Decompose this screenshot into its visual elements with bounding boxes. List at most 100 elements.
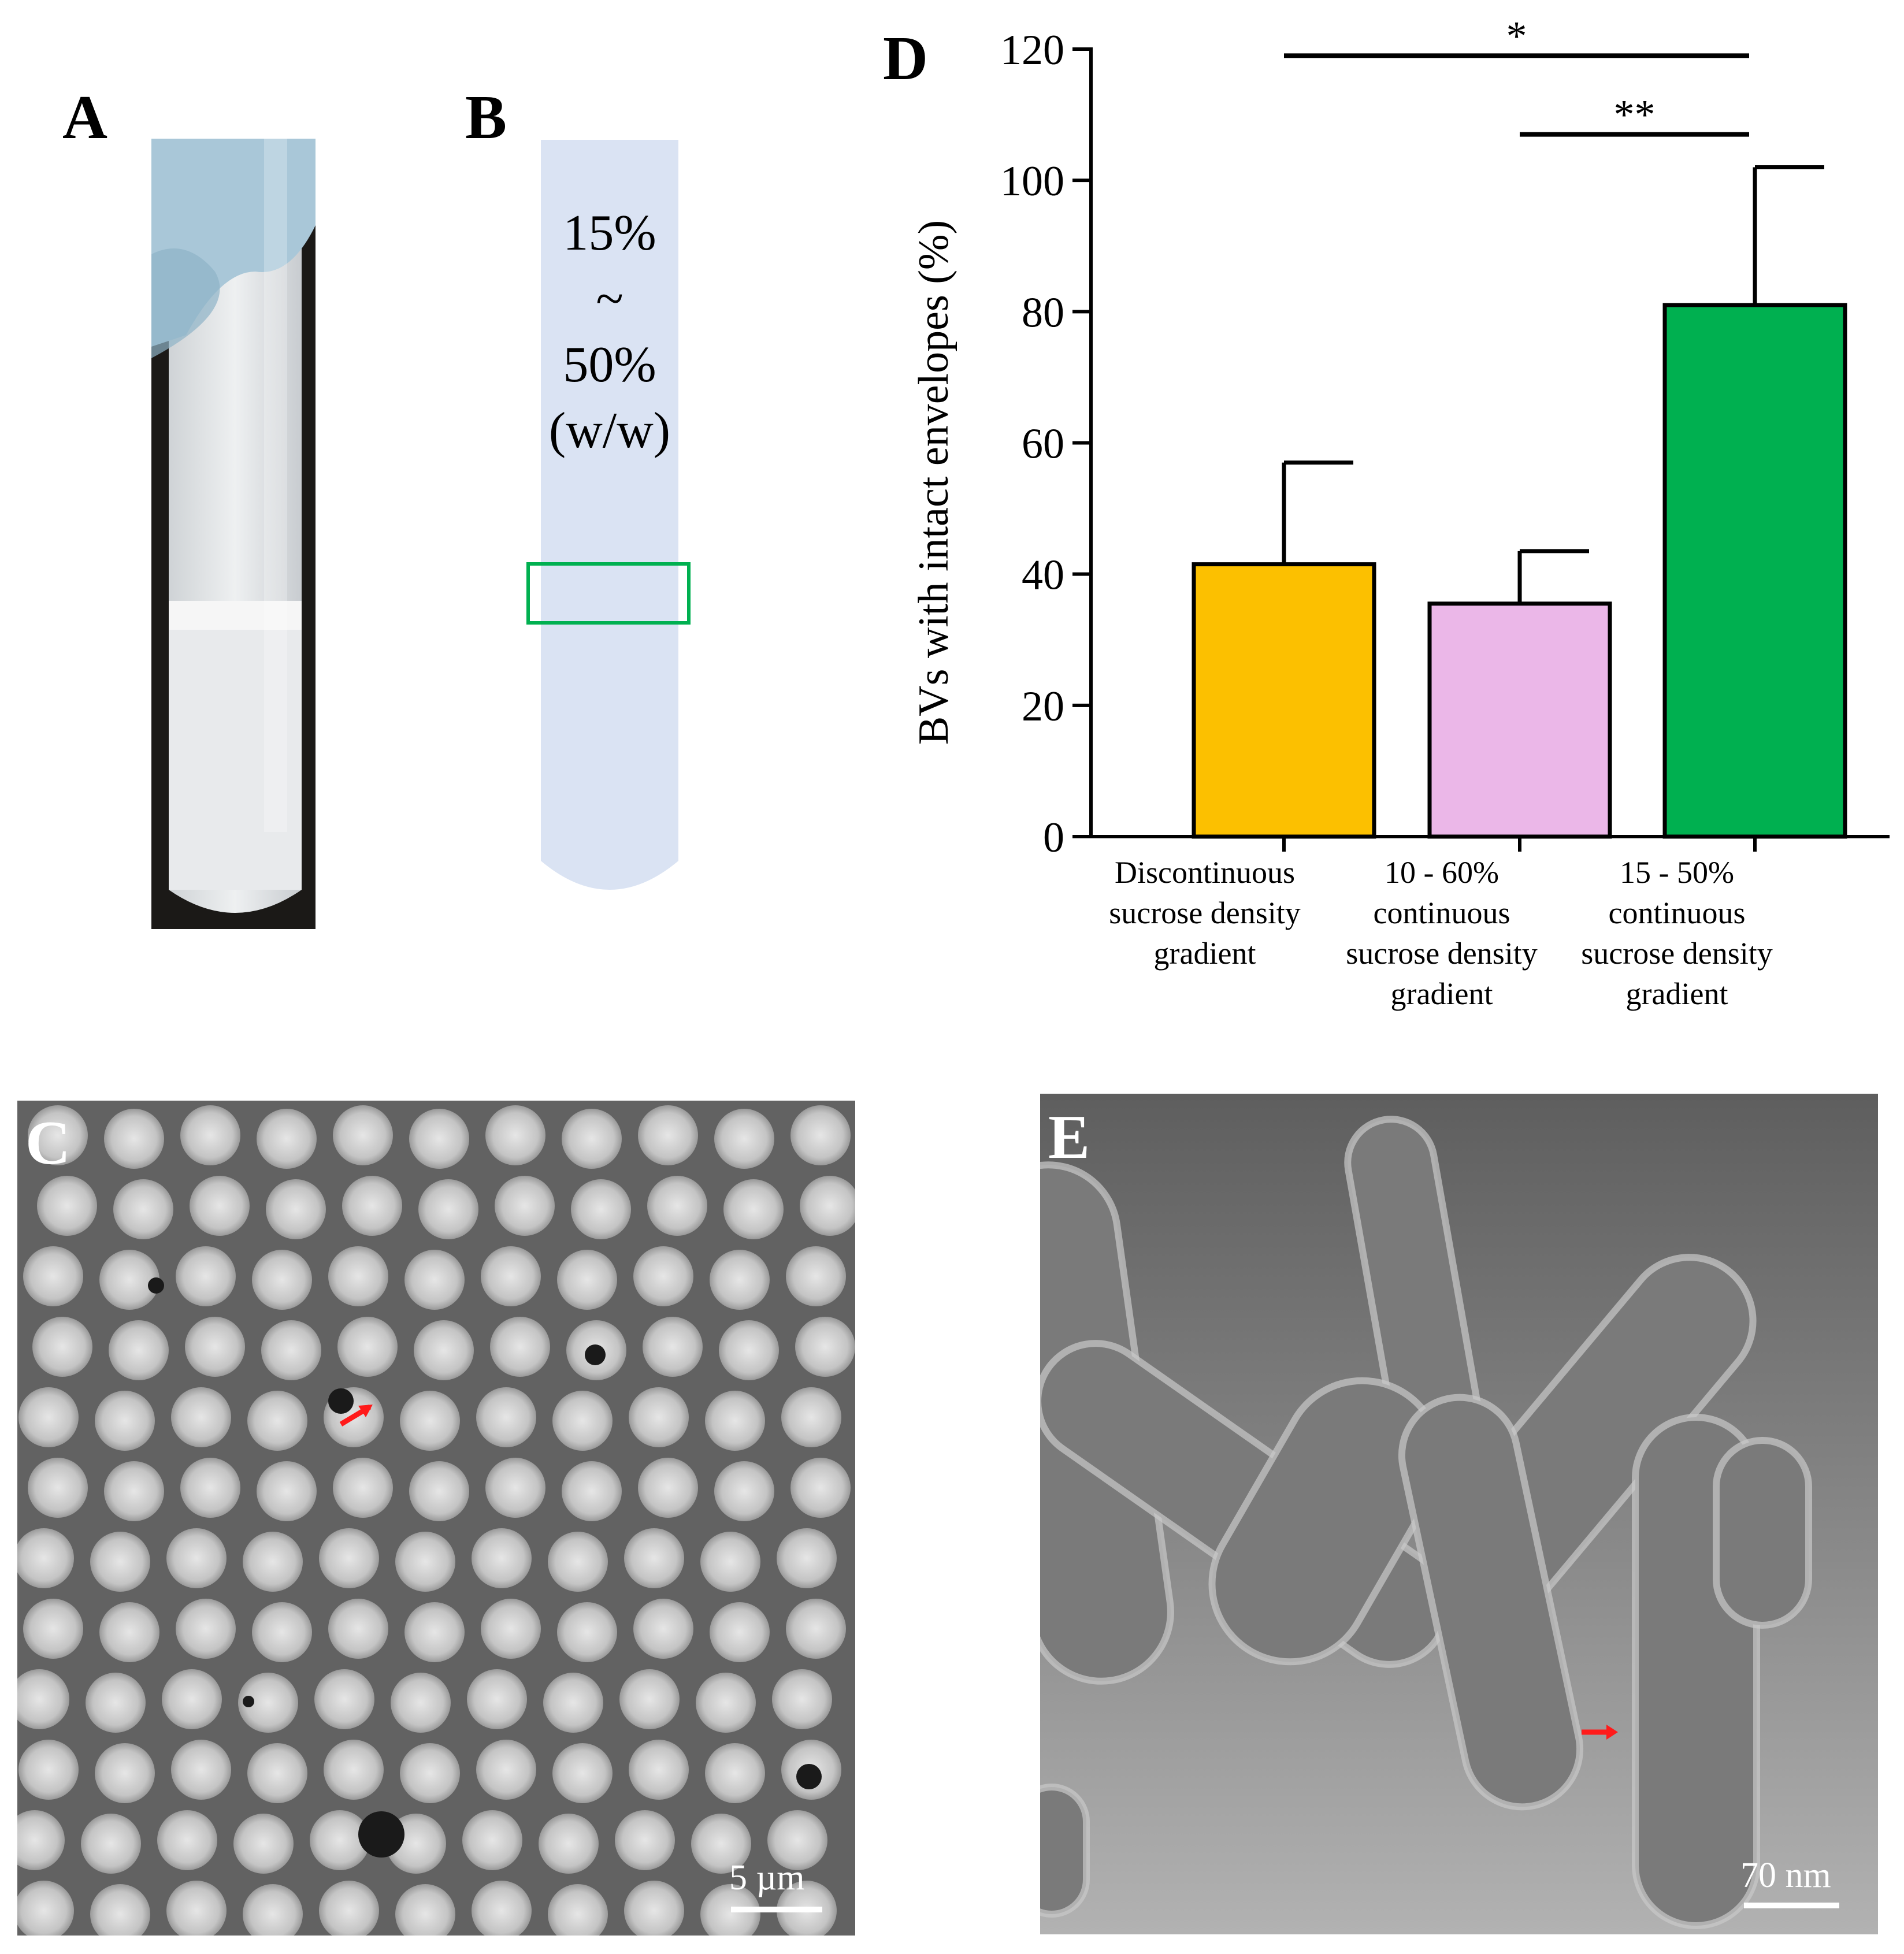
grid-hole [310,1810,370,1870]
grid-hole [86,1673,146,1733]
significance-label-1: * [1506,13,1527,59]
panel-e-micrograph: 70 nm E [1040,1094,1878,1934]
grid-hole [485,1105,545,1165]
grid-hole [633,1599,693,1659]
grid-hole [113,1179,173,1239]
grid-hole [786,1599,846,1659]
x-tick-label-discontinuous: Discontinuous sucrose density gradient [1083,852,1326,974]
grid-hole [404,1602,465,1662]
y-tick-label-20: 20 [1022,683,1064,730]
grid-hole [462,1810,522,1870]
category-3-line-4: gradient [1625,976,1728,1011]
panel-d-letter: D [883,24,928,93]
grid-hole [395,1884,455,1936]
category-1-line-2: sucrose density [1109,896,1301,930]
grid-hole [319,1528,379,1588]
grid-hole [557,1602,617,1662]
grid-hole [99,1250,159,1310]
grid-hole [32,1317,92,1377]
grid-hole [795,1317,855,1377]
y-tick-label-120: 120 [1000,27,1064,74]
grid-hole [252,1602,312,1662]
grid-hole [647,1176,707,1236]
grid-hole [705,1743,765,1803]
grid-hole [257,1461,317,1521]
grid-hole [104,1461,164,1521]
grid-hole [90,1884,150,1936]
grid-hole [723,1179,784,1239]
category-3-line-2: continuous [1608,896,1746,930]
grid-hole [328,1246,388,1306]
grid-hole [176,1599,236,1659]
y-tick-label-40: 40 [1022,552,1064,599]
grid-hole [714,1461,774,1521]
grid-hole [176,1246,236,1306]
grid-hole [247,1743,307,1803]
grid-hole [472,1528,532,1588]
y-tick-label-60: 60 [1022,421,1064,468]
grid-hole [18,1387,79,1447]
category-2-line-3: sucrose density [1346,936,1538,971]
grid-hole [700,1884,760,1936]
grid-hole [337,1317,398,1377]
grid-hole [257,1109,317,1169]
grid-hole [252,1250,312,1310]
grid-hole [710,1250,770,1310]
grid-hole [562,1109,622,1169]
grid-hole [95,1391,155,1451]
grid-hole [495,1176,555,1236]
grid-hole [696,1673,756,1733]
grid-hole [719,1320,779,1380]
scale-bar-c [731,1907,822,1912]
grid-hole [17,1810,65,1870]
grid-hole [391,1673,451,1733]
grid-hole [17,1528,74,1588]
grid-hole [548,1884,608,1936]
grid-hole [629,1740,689,1800]
grid-hole [485,1458,545,1518]
debris-particle [796,1764,822,1789]
bar-2 [1427,601,1612,839]
grid-hole [17,1669,69,1729]
grid-hole [23,1246,83,1306]
grid-hole [539,1814,599,1874]
grid-hole [261,1320,321,1380]
grid-hole [543,1673,603,1733]
fraction-highlight-box [526,562,691,625]
holey-carbon-grid-image [17,1101,855,1936]
grid-hole [314,1669,374,1729]
tube-label-line-1: 15% [563,205,656,261]
grid-hole [777,1528,837,1588]
grid-hole [409,1109,469,1169]
grid-hole [243,1532,303,1592]
grid-hole [400,1743,460,1803]
debris-particle [148,1277,164,1294]
grid-hole [790,1105,851,1165]
grid-hole [552,1743,613,1803]
grid-hole [81,1814,141,1874]
grid-hole [166,1881,227,1936]
scale-bar-e [1744,1903,1839,1908]
grid-hole [619,1669,680,1729]
bar-chart: BVs with intact envelopes (%) 0 20 40 60 80 1… [910,13,1890,861]
grid-hole [90,1532,150,1592]
tube-label-line-4: (w/w) [548,403,671,459]
grid-hole [700,1532,760,1592]
grid-hole [266,1179,326,1239]
category-1-line-1: Discontinuous [1114,855,1295,890]
grid-hole [624,1528,684,1588]
grid-hole [638,1105,698,1165]
category-2-line-1: 10 - 60% [1385,855,1499,890]
grid-hole [633,1246,693,1306]
grid-hole [17,1881,74,1936]
debris-particle [585,1344,606,1365]
bar-1 [1192,562,1376,839]
grid-hole [705,1391,765,1451]
debris-particle [243,1696,254,1707]
panel-b-letter: B [465,83,507,152]
tube-label-line-2: ~ [596,271,623,327]
grid-hole [162,1669,222,1729]
grid-hole [342,1176,402,1236]
grid-hole [166,1528,227,1588]
grid-hole [395,1532,455,1592]
